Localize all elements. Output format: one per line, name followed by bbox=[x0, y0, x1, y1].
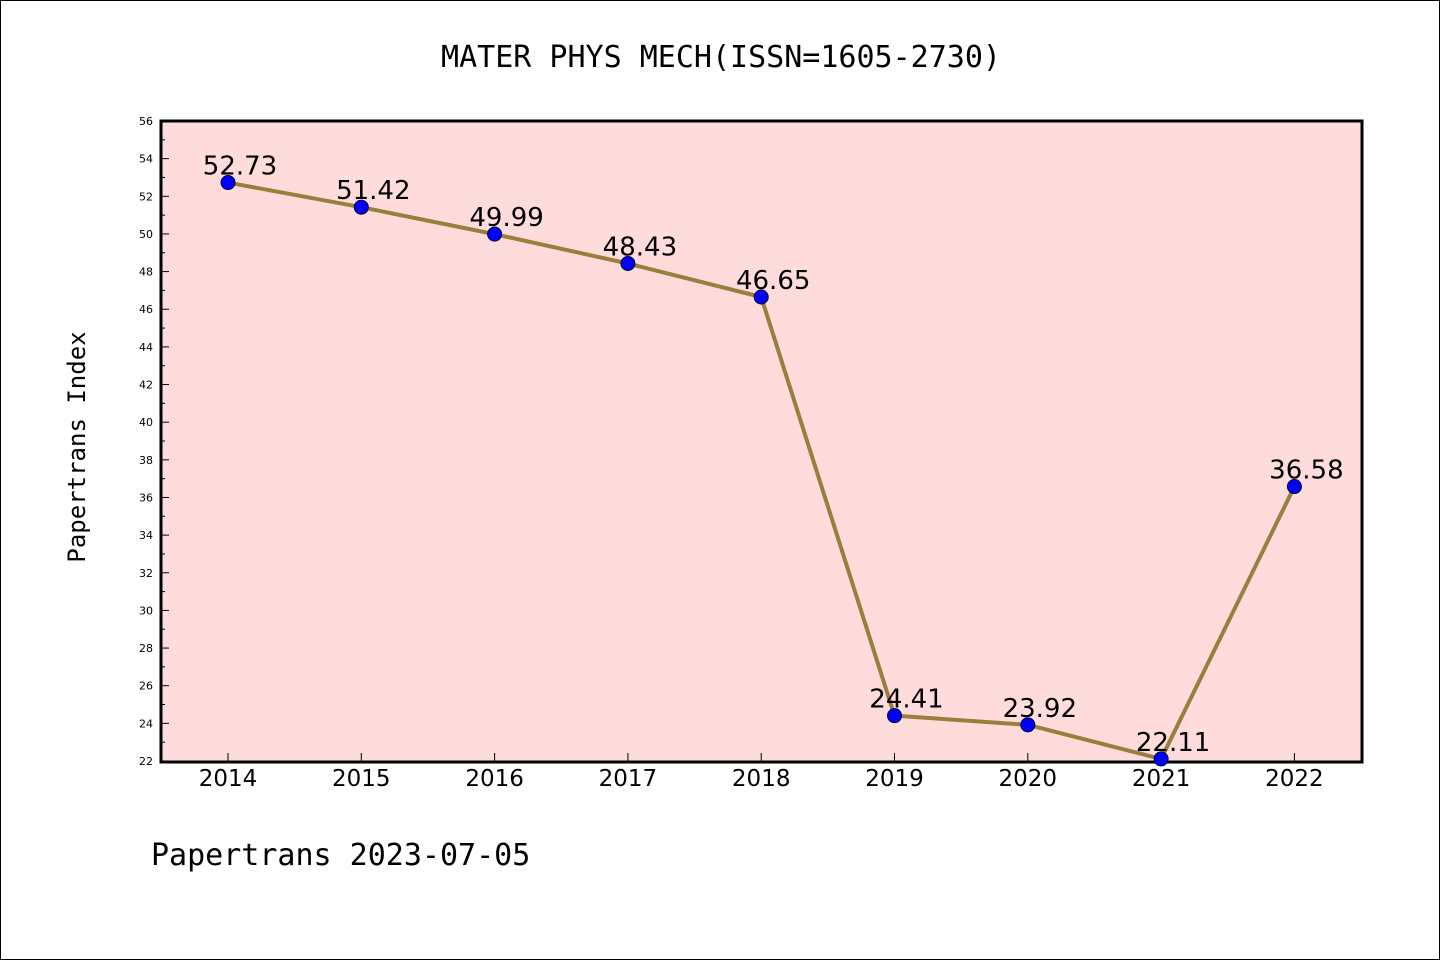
y-tick-label: 44 bbox=[139, 341, 153, 354]
y-tick-label: 54 bbox=[139, 153, 153, 166]
data-label: 49.99 bbox=[469, 203, 543, 233]
y-axis: 22 24 26 28 30 32 34 36 38 40 42 44 46 48 50 52 54 56 bbox=[139, 115, 169, 768]
y-tick-label: 42 bbox=[139, 379, 153, 392]
data-point bbox=[887, 708, 902, 724]
data-point bbox=[220, 175, 236, 191]
data-label: 52.73 bbox=[203, 152, 277, 182]
y-tick-label: 34 bbox=[139, 529, 153, 542]
data-point bbox=[1286, 479, 1302, 495]
chart-title: MATER PHYS MECH(ISSN=1605-2730) bbox=[441, 40, 1001, 75]
x-tick-label: 2014 bbox=[199, 766, 258, 792]
data-point bbox=[753, 289, 769, 305]
data-label: 24.41 bbox=[869, 685, 943, 715]
x-axis: 2014 2015 2016 2017 2018 2019 2020 2021 2022 bbox=[199, 753, 1324, 792]
y-tick-label: 28 bbox=[139, 642, 153, 655]
data-labels-group: 52.73 51.42 49.99 48.43 46.65 24.41 23.92 22.11… bbox=[203, 152, 1344, 758]
x-tick-label: 2020 bbox=[999, 766, 1058, 792]
x-tick-label: 2018 bbox=[732, 766, 791, 792]
y-tick-label: 56 bbox=[139, 115, 153, 128]
footer-note: Papertrans 2023-07-05 bbox=[151, 838, 530, 873]
y-tick-label: 38 bbox=[139, 454, 153, 467]
x-tick-label: 2016 bbox=[465, 766, 524, 792]
data-point bbox=[1020, 717, 1036, 733]
y-tick-label: 40 bbox=[139, 416, 153, 429]
x-tick-label: 2019 bbox=[865, 766, 924, 792]
y-tick-label: 36 bbox=[139, 491, 153, 504]
data-label: 48.43 bbox=[603, 232, 677, 262]
y-tick-label: 26 bbox=[139, 680, 153, 693]
data-point bbox=[620, 255, 636, 271]
y-tick-label: 50 bbox=[139, 228, 153, 241]
data-point bbox=[353, 199, 369, 215]
data-point bbox=[487, 226, 503, 242]
x-tick-label: 2015 bbox=[332, 766, 391, 792]
data-point bbox=[1153, 751, 1169, 767]
data-label: 23.92 bbox=[1003, 694, 1077, 724]
data-label: 22.11 bbox=[1136, 728, 1210, 758]
x-tick-label: 2017 bbox=[599, 766, 658, 792]
y-tick-label: 24 bbox=[139, 717, 153, 730]
y-tick-label: 48 bbox=[139, 266, 153, 279]
x-tick-label: 2022 bbox=[1265, 766, 1324, 792]
y-tick-label: 32 bbox=[139, 567, 153, 580]
x-tick-label: 2021 bbox=[1132, 766, 1191, 792]
plot-area bbox=[159, 119, 1364, 764]
y-tick-label: 46 bbox=[139, 303, 153, 316]
data-label: 36.58 bbox=[1269, 456, 1343, 486]
y-tick-label: 52 bbox=[139, 190, 153, 203]
y-tick-label: 30 bbox=[139, 604, 153, 617]
y-tick-label: 22 bbox=[139, 755, 153, 768]
data-label: 46.65 bbox=[736, 266, 810, 296]
y-axis-label: Papertrans Index bbox=[63, 331, 91, 562]
data-label: 51.42 bbox=[336, 176, 410, 206]
series-line-group bbox=[220, 175, 1302, 767]
